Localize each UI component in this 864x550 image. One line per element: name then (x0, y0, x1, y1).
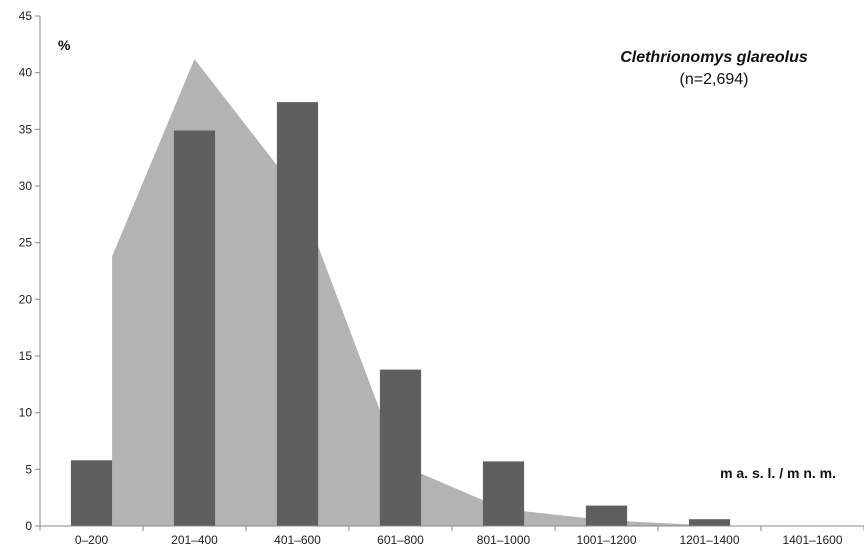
bar-201–400 (173, 130, 216, 526)
bar-1201–1400 (688, 519, 731, 526)
x-tick-label: 601–800 (377, 533, 424, 547)
chart-title: Clethrionomys glareolus (620, 49, 808, 66)
y-tick-label: 25 (19, 236, 33, 250)
y-tick-label: 10 (19, 406, 33, 420)
y-tick-label: 40 (19, 66, 33, 80)
axis-layer: 0 5 10 15 20 25 30 35 40 45 0–200 201–400 401–600 601… (19, 9, 864, 547)
x-tick-label: 1401–1600 (782, 533, 842, 547)
x-tick-label: 0–200 (75, 533, 109, 547)
bar-0–200 (70, 460, 113, 526)
x-tick-label: 401–600 (274, 533, 321, 547)
bar-1001–1200 (585, 505, 628, 526)
y-tick-label: 20 (19, 292, 33, 306)
area-series (112, 59, 813, 526)
bar-401–600 (276, 102, 319, 526)
area-layer (112, 59, 813, 526)
y-tick-label: 35 (19, 122, 33, 136)
y-tick-label: 45 (19, 9, 33, 23)
y-tick-label: 30 (19, 179, 33, 193)
y-unit-label: % (58, 37, 71, 53)
bar-801–1000 (482, 461, 525, 526)
y-tick-label: 5 (25, 462, 32, 476)
y-tick-label: 15 (19, 349, 33, 363)
y-tick-label: 0 (25, 519, 32, 533)
bar-601–800 (379, 369, 422, 526)
x-tick-label: 801–1000 (477, 533, 531, 547)
chart-subtitle: (n=2,694) (680, 71, 749, 88)
x-tick-label: 1001–1200 (576, 533, 636, 547)
bar-layer (70, 102, 731, 526)
x-axis-label: m a. s. l. / m n. m. (720, 465, 836, 481)
x-tick-label: 201–400 (171, 533, 218, 547)
x-tick-label: 1201–1400 (679, 533, 739, 547)
